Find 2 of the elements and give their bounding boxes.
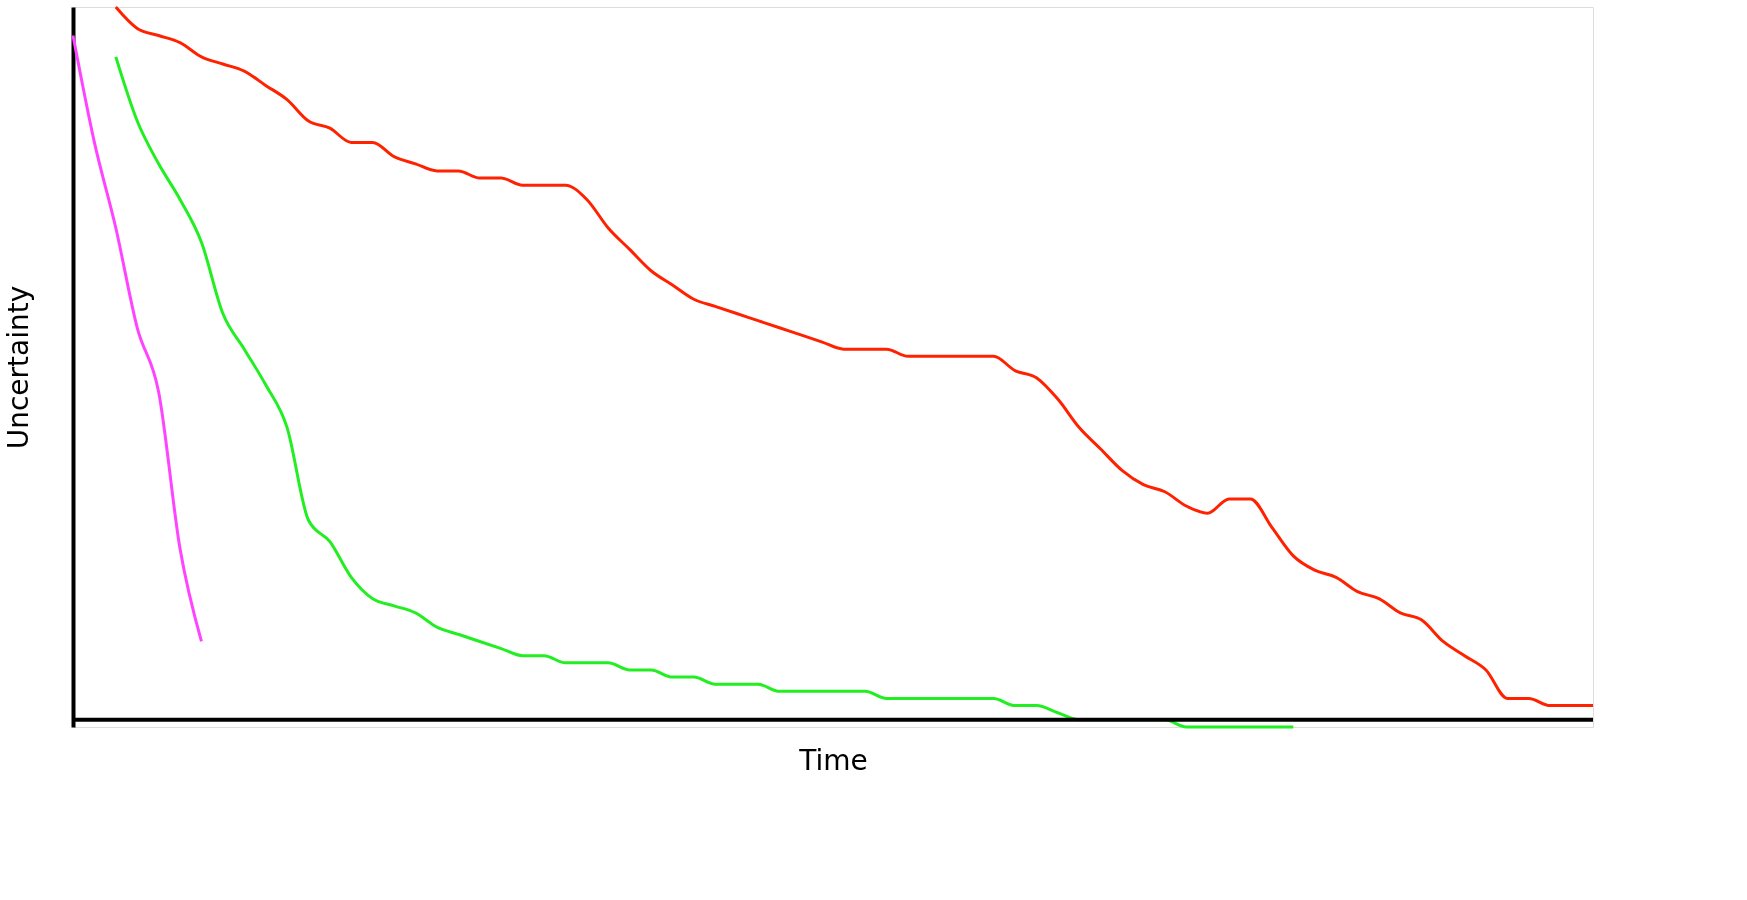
y-axis-title: Uncertainty bbox=[1, 285, 35, 450]
x-axis-title: Time bbox=[798, 743, 868, 777]
